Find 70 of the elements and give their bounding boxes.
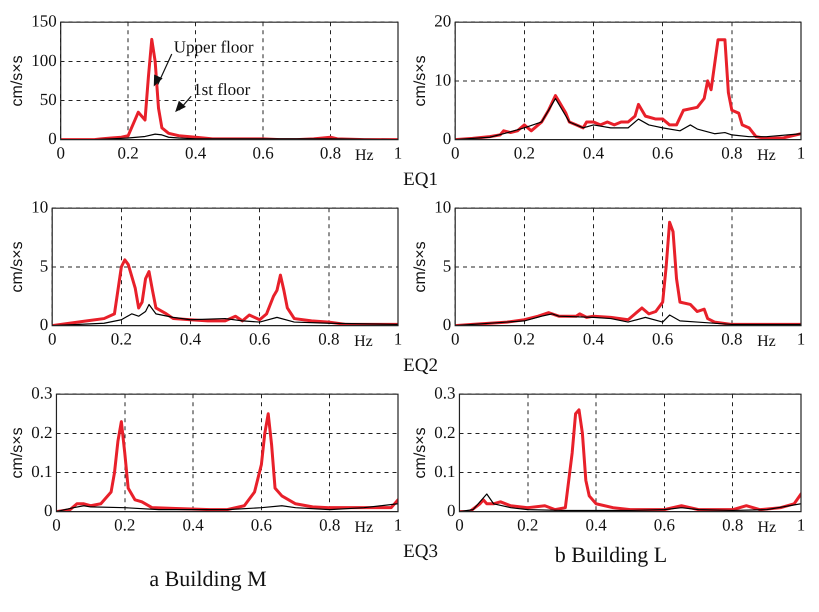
y-axis-title: cm/s×s [412, 427, 430, 478]
x-tick-label: 0.8 [318, 329, 340, 348]
x-tick-label: 0.4 [582, 329, 605, 348]
y-tick-label: 150 [31, 12, 57, 31]
y-tick-label: 50 [40, 90, 57, 109]
y-tick-label: 0 [48, 129, 57, 148]
x-tick-label: 0.6 [652, 143, 674, 162]
y-tick-label: 0 [40, 315, 48, 334]
x-axis-title: Hz [757, 146, 776, 164]
x-tick-label: 0.6 [652, 329, 674, 348]
y-tick-label: 10 [31, 198, 48, 217]
x-tick-label: 0.6 [654, 515, 676, 534]
y-tick-label: 0.1 [434, 462, 456, 481]
x-tick-label: 0.8 [721, 329, 742, 348]
x-tick-label: 0.4 [182, 515, 204, 534]
x-tick-label: 0.4 [184, 143, 207, 162]
x-axis-title: Hz [757, 332, 776, 350]
x-tick-label: 1 [796, 515, 806, 534]
x-tick-label: 0.4 [585, 515, 608, 534]
y-axis-title: cm/s×s [9, 427, 26, 478]
y-tick-label: 0 [442, 315, 452, 334]
x-tick-label: 0.2 [517, 515, 538, 534]
y-axis-title: cm/s×s [9, 241, 26, 292]
x-tick-label: 0.4 [582, 143, 605, 162]
x-axis-title: Hz [758, 518, 776, 536]
x-tick-label: 0.6 [250, 515, 272, 534]
text: a Building M [148, 565, 268, 593]
x-axis-title: Hz [354, 146, 374, 164]
x-axis-title: Hz [354, 332, 373, 350]
x-axis-title: Hz [354, 518, 374, 536]
y-tick-label: 0.3 [434, 384, 456, 403]
x-tick-label: 1 [796, 329, 806, 348]
x-tick-label: 1 [796, 143, 806, 162]
y-axis-title: cm/s×s [412, 55, 430, 106]
y-tick-label: 0 [446, 501, 456, 520]
y-tick-label: 5 [40, 256, 48, 276]
y-tick-label: 20 [434, 12, 452, 31]
text: 1st floor [193, 80, 251, 99]
x-tick-label: 0.4 [180, 329, 202, 348]
y-tick-label: 0.2 [434, 422, 456, 442]
y-tick-label: 10 [434, 198, 452, 217]
x-tick-label: 0.2 [110, 329, 132, 348]
y-tick-label: 0.3 [31, 384, 52, 403]
y-tick-label: 100 [31, 50, 57, 70]
y-tick-label: 5 [442, 256, 452, 276]
series-label: Upper floor [174, 37, 254, 56]
y-tick-label: 0.1 [31, 462, 52, 481]
x-tick-label: 1 [394, 143, 402, 162]
text: EQ2 [402, 354, 438, 378]
x-tick-label: 0.8 [319, 515, 340, 534]
x-tick-label: 0.2 [514, 329, 535, 348]
text: b Building L [554, 542, 668, 567]
y-axis-title: cm/s×s [9, 55, 26, 106]
y-tick-label: 0.2 [31, 422, 52, 442]
x-tick-label: 0.6 [249, 329, 270, 348]
x-tick-label: 0.2 [118, 143, 139, 162]
x-tick-label: 1 [394, 515, 402, 534]
y-tick-label: 0 [442, 129, 452, 148]
x-tick-label: 0.6 [252, 143, 274, 162]
text: EQ3 [402, 540, 438, 564]
text: EQ1 [402, 168, 438, 192]
y-tick-label: 10 [434, 70, 452, 90]
x-tick-label: 0.8 [320, 143, 342, 162]
x-tick-label: 0.2 [514, 143, 535, 162]
y-axis-title: cm/s×s [412, 241, 430, 292]
x-tick-label: 1 [394, 329, 402, 348]
x-tick-label: 0.2 [114, 515, 136, 534]
y-tick-label: 0 [44, 501, 52, 520]
x-tick-label: 0.8 [721, 143, 742, 162]
x-tick-label: 0.8 [722, 515, 744, 534]
